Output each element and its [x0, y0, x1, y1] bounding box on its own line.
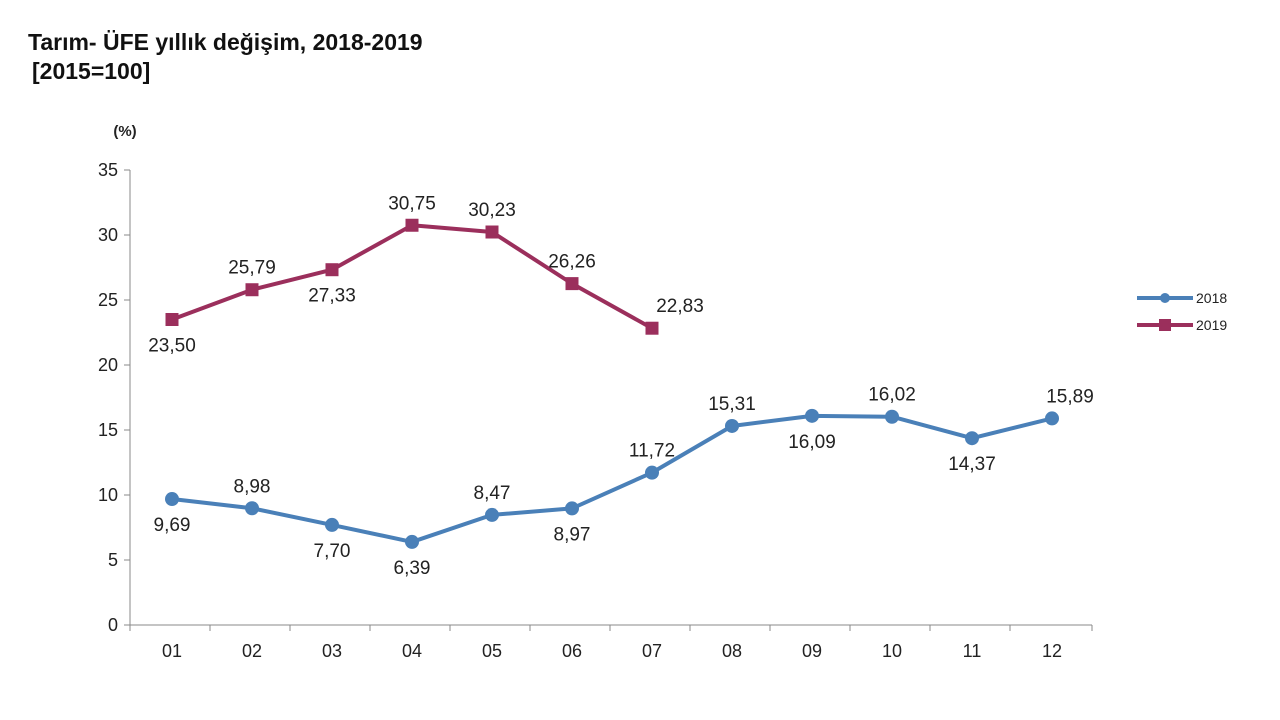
- data-point-2019: [485, 225, 499, 239]
- data-point-2018: [725, 418, 739, 433]
- data-point-2018: [165, 492, 179, 507]
- data-label-2018: 16,09: [788, 432, 836, 453]
- data-point-2018: [565, 501, 579, 516]
- chart-title: Tarım- ÜFE yıllık değişim, 2018-2019: [28, 29, 423, 55]
- y-tick-label: 35: [98, 160, 118, 180]
- x-tick-label: 06: [562, 641, 582, 661]
- data-label-2018: 15,31: [708, 394, 756, 415]
- x-tick-label: 12: [1042, 641, 1062, 661]
- data-point-2019: [165, 313, 179, 326]
- data-label-2018: 9,69: [154, 515, 191, 536]
- data-label-2018: 15,89: [1046, 386, 1094, 407]
- data-label-2019: 25,79: [228, 258, 276, 279]
- data-label-2018: 11,72: [629, 441, 675, 462]
- series-line-2018: [171, 413, 1053, 544]
- x-tick-label: 03: [322, 641, 342, 661]
- y-tick-label: 30: [98, 225, 118, 245]
- data-label-2019: 22,83: [656, 296, 704, 317]
- data-point-2018: [325, 517, 339, 532]
- data-label-2018: 8,47: [474, 483, 511, 504]
- y-tick-label: 25: [98, 290, 118, 310]
- legend-marker-2019: [1159, 319, 1171, 331]
- data-label-2018: 6,39: [394, 558, 431, 579]
- data-label-2018: 14,37: [948, 454, 996, 475]
- data-point-2019: [645, 321, 659, 335]
- x-tick-label: 05: [482, 641, 502, 661]
- data-label-2019: 30,75: [388, 193, 436, 214]
- data-point-2019: [325, 263, 339, 277]
- legend-label-2019: 2019: [1196, 317, 1227, 333]
- data-point-2018: [885, 409, 899, 424]
- y-tick-label: 10: [98, 485, 118, 505]
- data-label-2018: 8,97: [554, 524, 591, 545]
- legend-marker-2018: [1160, 293, 1170, 303]
- x-tick-label: 02: [242, 641, 262, 661]
- y-tick-label: 0: [108, 615, 118, 635]
- x-tick-label: 10: [882, 641, 902, 661]
- legend-label-2018: 2018: [1196, 290, 1227, 306]
- x-tick-label: 08: [722, 641, 742, 661]
- data-label-2018: 8,98: [234, 476, 271, 497]
- x-tick-label: 04: [402, 641, 422, 661]
- data-label-2019: 26,26: [548, 252, 596, 273]
- data-point-2019: [405, 218, 419, 232]
- y-axis-label: (%): [113, 123, 136, 140]
- data-label-2019: 27,33: [308, 286, 356, 307]
- data-point-2019: [565, 277, 579, 291]
- data-point-2018: [1045, 411, 1059, 426]
- data-point-2018: [805, 408, 819, 423]
- data-label-2019: 30,23: [468, 200, 516, 221]
- data-label-2018: 7,70: [314, 541, 351, 562]
- x-tick-label: 11: [963, 641, 982, 661]
- x-tick-label: 09: [802, 641, 822, 661]
- chart-subtitle: [2015=100]: [32, 58, 151, 84]
- data-point-2018: [245, 501, 259, 516]
- y-tick-label: 5: [108, 550, 118, 570]
- data-point-2018: [965, 431, 979, 446]
- data-point-2018: [485, 507, 499, 522]
- data-point-2018: [645, 465, 659, 480]
- x-tick-label: 01: [162, 641, 182, 661]
- x-tick-label: 07: [642, 641, 662, 661]
- data-point-2019: [245, 283, 259, 297]
- data-label-2019: 23,50: [148, 336, 196, 357]
- data-point-2018: [405, 534, 419, 549]
- y-tick-label: 20: [98, 355, 118, 375]
- y-tick-label: 15: [98, 420, 118, 440]
- data-label-2018: 16,02: [868, 385, 916, 406]
